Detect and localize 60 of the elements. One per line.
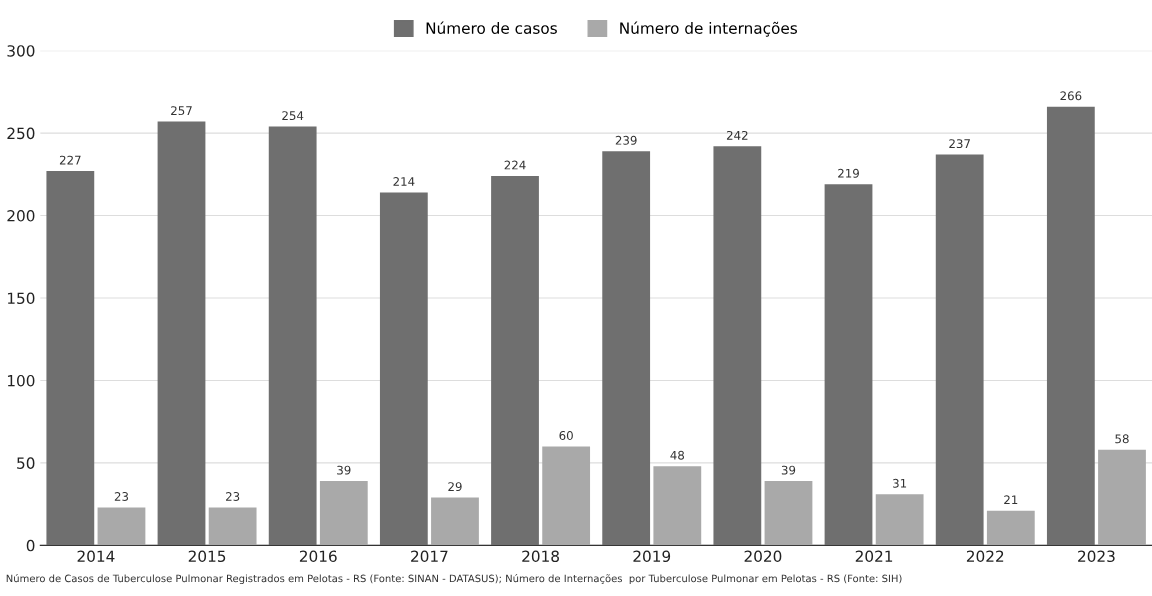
data-label: 219: [838, 168, 859, 178]
bar: [491, 175, 539, 546]
y-tick-label: 250: [7, 127, 35, 140]
bar: [1046, 106, 1095, 546]
data-label: 224: [504, 160, 526, 170]
data-label: 31: [893, 478, 907, 488]
x-tick-label: 2016: [299, 550, 337, 563]
x-tick-label: 2017: [411, 550, 448, 563]
bar: [713, 146, 762, 546]
bar: [379, 192, 428, 546]
bar: [46, 171, 95, 546]
bar: [1098, 449, 1146, 546]
data-label: 237: [949, 139, 970, 149]
x-tick-label: 2019: [633, 550, 671, 563]
y-tick-label: 100: [7, 374, 35, 387]
data-label: 214: [393, 177, 415, 186]
bar: [157, 121, 206, 546]
data-label: 242: [726, 130, 748, 140]
bar: [431, 497, 479, 546]
data-label: 266: [1060, 91, 1082, 101]
bar: [319, 481, 368, 546]
data-label: 23: [225, 492, 240, 501]
data-label: 48: [670, 450, 685, 460]
x-tick-label: 2018: [522, 550, 559, 563]
x-tick-label: 2022: [966, 550, 1004, 563]
x-tick-label: 2023: [1078, 550, 1115, 563]
x-tick-label: 2014: [77, 550, 115, 563]
bar: [935, 154, 984, 546]
bar: [542, 446, 591, 546]
legend-label: Número de internações: [620, 21, 797, 37]
x-tick-label: 2020: [744, 550, 782, 563]
legend-label: Número de casos: [426, 21, 557, 34]
data-label: 39: [337, 465, 351, 475]
bar: [986, 510, 1035, 546]
data-label: 254: [282, 111, 304, 121]
bar: [653, 466, 702, 546]
bar: [268, 126, 317, 546]
text: Número de Casos de Tuberculose Pulmonar Registrados em Pelotas - RS (Fonte: SINAN - DATASUS); Número de Internações por Tuberculose Pulmonar em Pelotas - RS (Fonte: SIH): [6, 574, 902, 585]
y-tick-label: 50: [17, 457, 35, 469]
data-label: 257: [171, 106, 192, 116]
y-tick-label: 300: [7, 45, 35, 57]
data-label: 21: [1004, 495, 1018, 505]
y-tick-label: 200: [7, 210, 35, 222]
data-label: 39: [781, 465, 796, 475]
data-label: 29: [448, 482, 462, 492]
data-label: 239: [615, 135, 637, 145]
data-label: 23: [114, 492, 129, 501]
y-tick-label: 150: [7, 292, 35, 305]
data-label: 60: [559, 431, 573, 440]
bar: [97, 507, 146, 546]
y-tick-label: 0: [26, 539, 35, 552]
x-tick-label: 2021: [855, 550, 893, 563]
bar: [764, 481, 813, 546]
data-label: 58: [1115, 434, 1129, 444]
bar: [208, 507, 257, 546]
bar: [824, 184, 873, 546]
bar: [602, 151, 651, 546]
x-tick-label: 2015: [188, 550, 226, 563]
data-label: 227: [59, 155, 81, 165]
bar: [875, 494, 924, 546]
